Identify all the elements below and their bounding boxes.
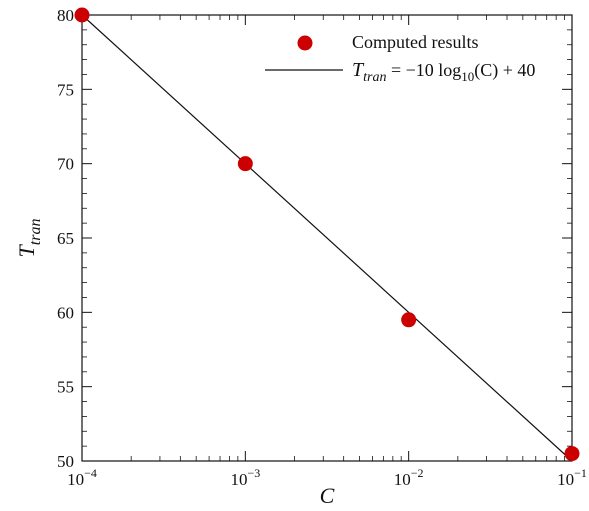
legend-fit-rhs-sub: 10: [461, 69, 474, 84]
y-tick-label: 55: [57, 378, 74, 397]
data-point: [74, 7, 90, 23]
x-tick-label: 10−2: [394, 466, 424, 489]
legend-label-computed: Computed results: [352, 32, 479, 52]
x-tick-exp: −2: [411, 466, 424, 480]
x-axis-title: C: [320, 483, 335, 508]
y-tick-label: 65: [57, 229, 74, 248]
computed-results-points: [74, 7, 580, 462]
y-axis-title-sub: tran: [27, 219, 44, 246]
y-tick-label: 70: [57, 155, 74, 174]
data-point: [237, 156, 253, 172]
x-tick-exp: −1: [574, 466, 587, 480]
x-tick-base: 10: [557, 470, 574, 489]
x-tick-exp: −4: [84, 466, 97, 480]
legend-fit-rhs-1: = −10 log: [386, 60, 461, 80]
legend-label-fit: Ttran = −10 log10(C) + 40: [352, 59, 535, 85]
y-tick-labels: 50 55 60 65 70 75 80: [57, 6, 74, 471]
data-point: [401, 312, 417, 328]
legend-fit-rhs-2: (C) + 40: [474, 60, 535, 81]
x-tick-base: 10: [394, 470, 411, 489]
x-tick-base: 10: [230, 470, 247, 489]
x-tick-label: 10−4: [67, 466, 97, 489]
y-tick-label: 60: [57, 303, 74, 322]
data-point: [564, 446, 580, 462]
y-tick-label: 75: [57, 80, 74, 99]
x-tick-labels: 10−4 10−3 10−2 10−1: [67, 466, 587, 489]
y-axis-title: Ttran: [14, 219, 44, 258]
x-tick-label: 10−1: [557, 466, 587, 489]
y-axis-title-main: T: [14, 243, 39, 257]
y-tick-label: 80: [57, 6, 74, 25]
y-tick-label: 50: [57, 452, 74, 471]
legend-fit-lhs-main: T: [352, 59, 365, 81]
legend-fit-lhs-sub: tran: [363, 70, 386, 85]
legend-marker-computed: [297, 35, 313, 51]
x-tick-label: 10−3: [230, 466, 260, 489]
axis-ticks: [81, 14, 573, 462]
x-tick-base: 10: [67, 470, 84, 489]
fit-line: [81, 14, 573, 462]
x-tick-exp: −3: [247, 466, 260, 480]
legend: Computed results Ttran = −10 log10(C) + …: [265, 32, 535, 85]
